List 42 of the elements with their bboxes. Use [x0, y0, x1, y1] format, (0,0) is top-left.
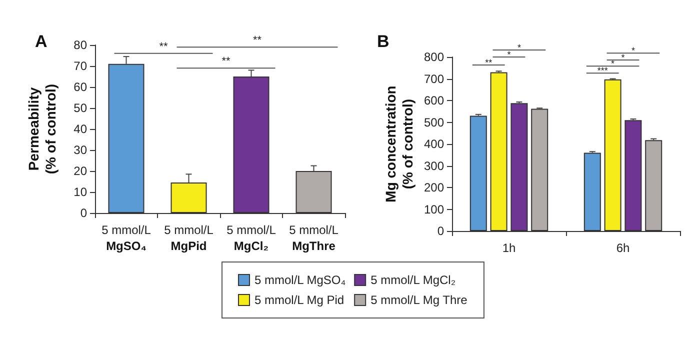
y-tick-label: 300 — [424, 158, 444, 173]
y-tick-label: 200 — [424, 180, 444, 194]
y-tick-label: 70 — [74, 59, 88, 73]
x-tick-label: 1h — [502, 241, 516, 255]
text: * — [517, 42, 522, 53]
annotation: ** — [222, 56, 231, 68]
legend-label: 5 mmol/L MgCl₂ — [370, 273, 456, 287]
annotation: * — [611, 58, 616, 69]
y-tick-label: 100 — [424, 202, 444, 216]
x-tick-label: 5 mmol/L MgSO₄ — [102, 223, 152, 253]
y-tick-label: 10 — [74, 185, 88, 199]
y-tick-label: 500 — [424, 115, 444, 130]
y-tick-label: 50 — [74, 101, 88, 115]
x-tick-label: 6h — [616, 241, 630, 255]
y-tick-label: 800 — [424, 50, 444, 64]
x-tick-label: 5 mmol/L MgThre — [289, 223, 339, 253]
y-tick-label: 400 — [424, 137, 444, 151]
y-tick-label: 0 — [437, 224, 444, 238]
legend-label: 5 mmol/L MgSO₄ — [254, 273, 346, 287]
x-tick-label: 5 mmol/L MgPid — [164, 223, 214, 253]
annotation: ** — [159, 40, 168, 53]
chart-title: B — [377, 32, 390, 51]
y-tick-label: 60 — [74, 80, 88, 94]
y-tick-label: 600 — [424, 94, 444, 108]
annotation: ** — [252, 34, 262, 47]
text: * — [631, 46, 636, 56]
legend-label: 5 mmol/L Mg Thre — [370, 293, 468, 307]
y-tick-label: 40 — [74, 122, 88, 136]
annotation: ** — [485, 58, 493, 68]
y-tick-label: 700 — [424, 72, 444, 86]
x-tick-label: 5 mmol/L MgCl₂ — [226, 223, 276, 253]
legend-label: 5 mmol/L Mg Pid — [254, 293, 344, 307]
y-tick-label: 80 — [74, 38, 88, 52]
y-axis-title: Permeability (% of control) — [26, 84, 58, 174]
annotation: *** — [597, 66, 608, 76]
annotation: * — [507, 50, 512, 60]
y-axis-title: Mg concentration (% of control) — [382, 86, 416, 202]
chart-title: A — [35, 32, 48, 51]
annotation: * — [621, 52, 626, 63]
y-tick-label: 0 — [80, 206, 88, 220]
y-tick-label: 30 — [74, 143, 88, 157]
y-tick-label: 20 — [74, 164, 88, 178]
